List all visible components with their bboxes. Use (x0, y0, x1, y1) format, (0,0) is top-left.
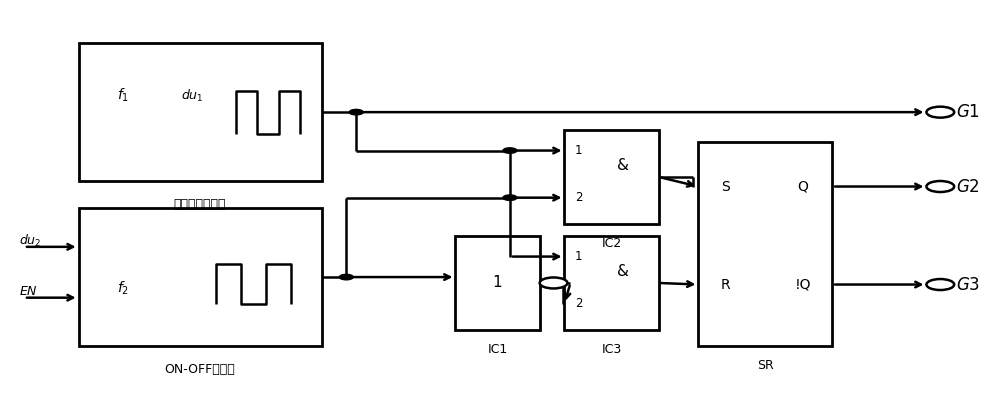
Text: IC3: IC3 (601, 343, 622, 356)
Text: SR: SR (757, 359, 774, 372)
Circle shape (926, 279, 954, 290)
Bar (79, 43, 322, 181)
Text: &: & (617, 264, 629, 279)
Text: 1: 1 (575, 250, 582, 263)
Text: S: S (721, 180, 729, 194)
Text: ON-OFF调制器: ON-OFF调制器 (165, 363, 235, 376)
Text: Q: Q (797, 180, 808, 194)
Circle shape (503, 195, 517, 200)
Text: 2: 2 (575, 191, 582, 204)
Text: IC2: IC2 (601, 237, 622, 250)
Text: $du_1$: $du_1$ (181, 87, 204, 104)
Bar (564, 236, 659, 330)
Text: $f_1$: $f_1$ (117, 87, 129, 104)
Text: 1: 1 (575, 144, 582, 157)
Text: $G2$: $G2$ (956, 178, 980, 196)
Circle shape (349, 109, 363, 115)
Text: $du_2$: $du_2$ (19, 233, 42, 249)
Text: $G1$: $G1$ (956, 103, 980, 121)
Circle shape (503, 148, 517, 153)
Text: $G3$: $G3$ (956, 275, 980, 294)
Bar (79, 209, 322, 346)
Circle shape (339, 274, 353, 280)
Text: R: R (720, 277, 730, 292)
Circle shape (926, 181, 954, 192)
Bar (564, 130, 659, 224)
Text: &: & (617, 158, 629, 173)
Text: !Q: !Q (795, 277, 811, 292)
Bar (698, 142, 832, 346)
Bar (455, 236, 540, 330)
Text: 1: 1 (493, 275, 502, 290)
Text: IC1: IC1 (487, 343, 508, 356)
Circle shape (540, 277, 567, 288)
Text: 2: 2 (575, 297, 582, 310)
Text: $EN$: $EN$ (19, 285, 38, 298)
Text: $f_2$: $f_2$ (117, 279, 129, 297)
Text: 高频方波发生器: 高频方波发生器 (174, 198, 226, 211)
Circle shape (926, 107, 954, 117)
